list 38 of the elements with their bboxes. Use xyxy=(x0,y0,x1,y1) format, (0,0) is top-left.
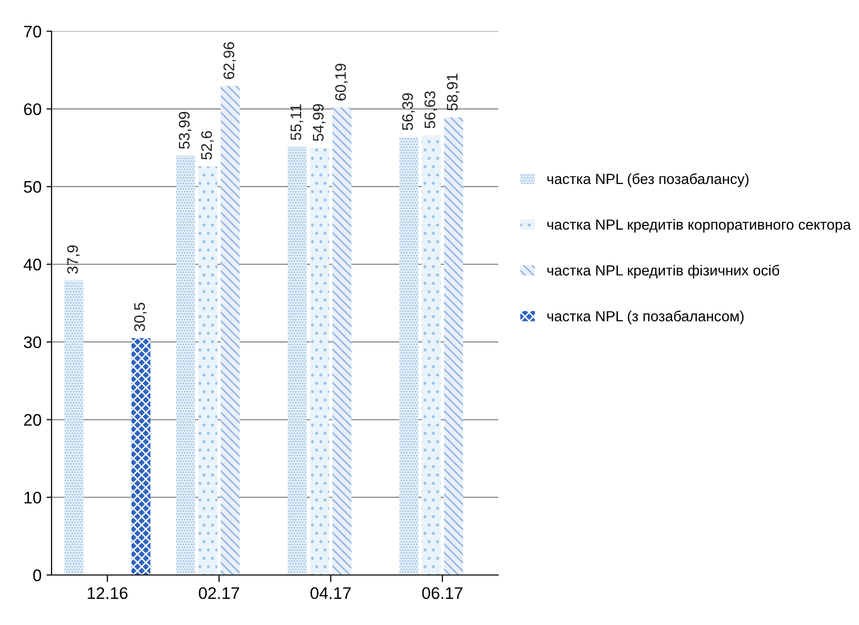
y-tick-label: 10 xyxy=(24,492,42,504)
bar xyxy=(288,146,307,575)
y-tick-label: 70 xyxy=(24,26,42,38)
data-label: 56,39 xyxy=(402,93,415,130)
data-label: 30,5 xyxy=(134,302,147,332)
y-tick-label: 20 xyxy=(24,414,42,426)
legend-label: частка NPL (без позабалансу) xyxy=(547,173,748,187)
bar xyxy=(198,166,218,575)
data-label: 60,19 xyxy=(335,64,348,100)
bar xyxy=(422,135,441,575)
x-tick-label: 12.16 xyxy=(88,587,128,600)
bar xyxy=(310,148,330,575)
data-label: 54,99 xyxy=(312,104,326,142)
legend-label: частка NPL (з позабалансом) xyxy=(547,310,744,324)
bar xyxy=(444,117,464,575)
y-tick-label: 0 xyxy=(33,569,42,582)
x-tick-label: 06.17 xyxy=(422,587,462,600)
bar xyxy=(176,156,196,575)
x-tick-label: 04.17 xyxy=(310,587,351,600)
data-label: 62,96 xyxy=(223,42,236,79)
legend-label: частка NPL кредитів корпоративного сектора xyxy=(547,219,851,233)
bar xyxy=(399,136,418,575)
bar xyxy=(332,107,352,575)
x-tick-label: 02.17 xyxy=(198,587,240,600)
y-tick-label: 50 xyxy=(24,181,42,193)
bar xyxy=(131,338,150,575)
data-label: 58,91 xyxy=(446,74,460,111)
data-label: 37,9 xyxy=(67,245,80,274)
y-tick-label: 30 xyxy=(24,336,42,348)
bar xyxy=(220,86,240,575)
bar xyxy=(64,280,84,575)
data-label: 52,6 xyxy=(201,131,214,160)
y-tick-label: 40 xyxy=(24,258,42,270)
data-label: 56,63 xyxy=(424,91,438,128)
data-label: 53,99 xyxy=(178,112,192,149)
data-label: 55,11 xyxy=(290,104,304,140)
legend-label: частка NPL кредитів фізичних осіб xyxy=(547,264,780,278)
y-tick-label: 60 xyxy=(24,103,42,116)
